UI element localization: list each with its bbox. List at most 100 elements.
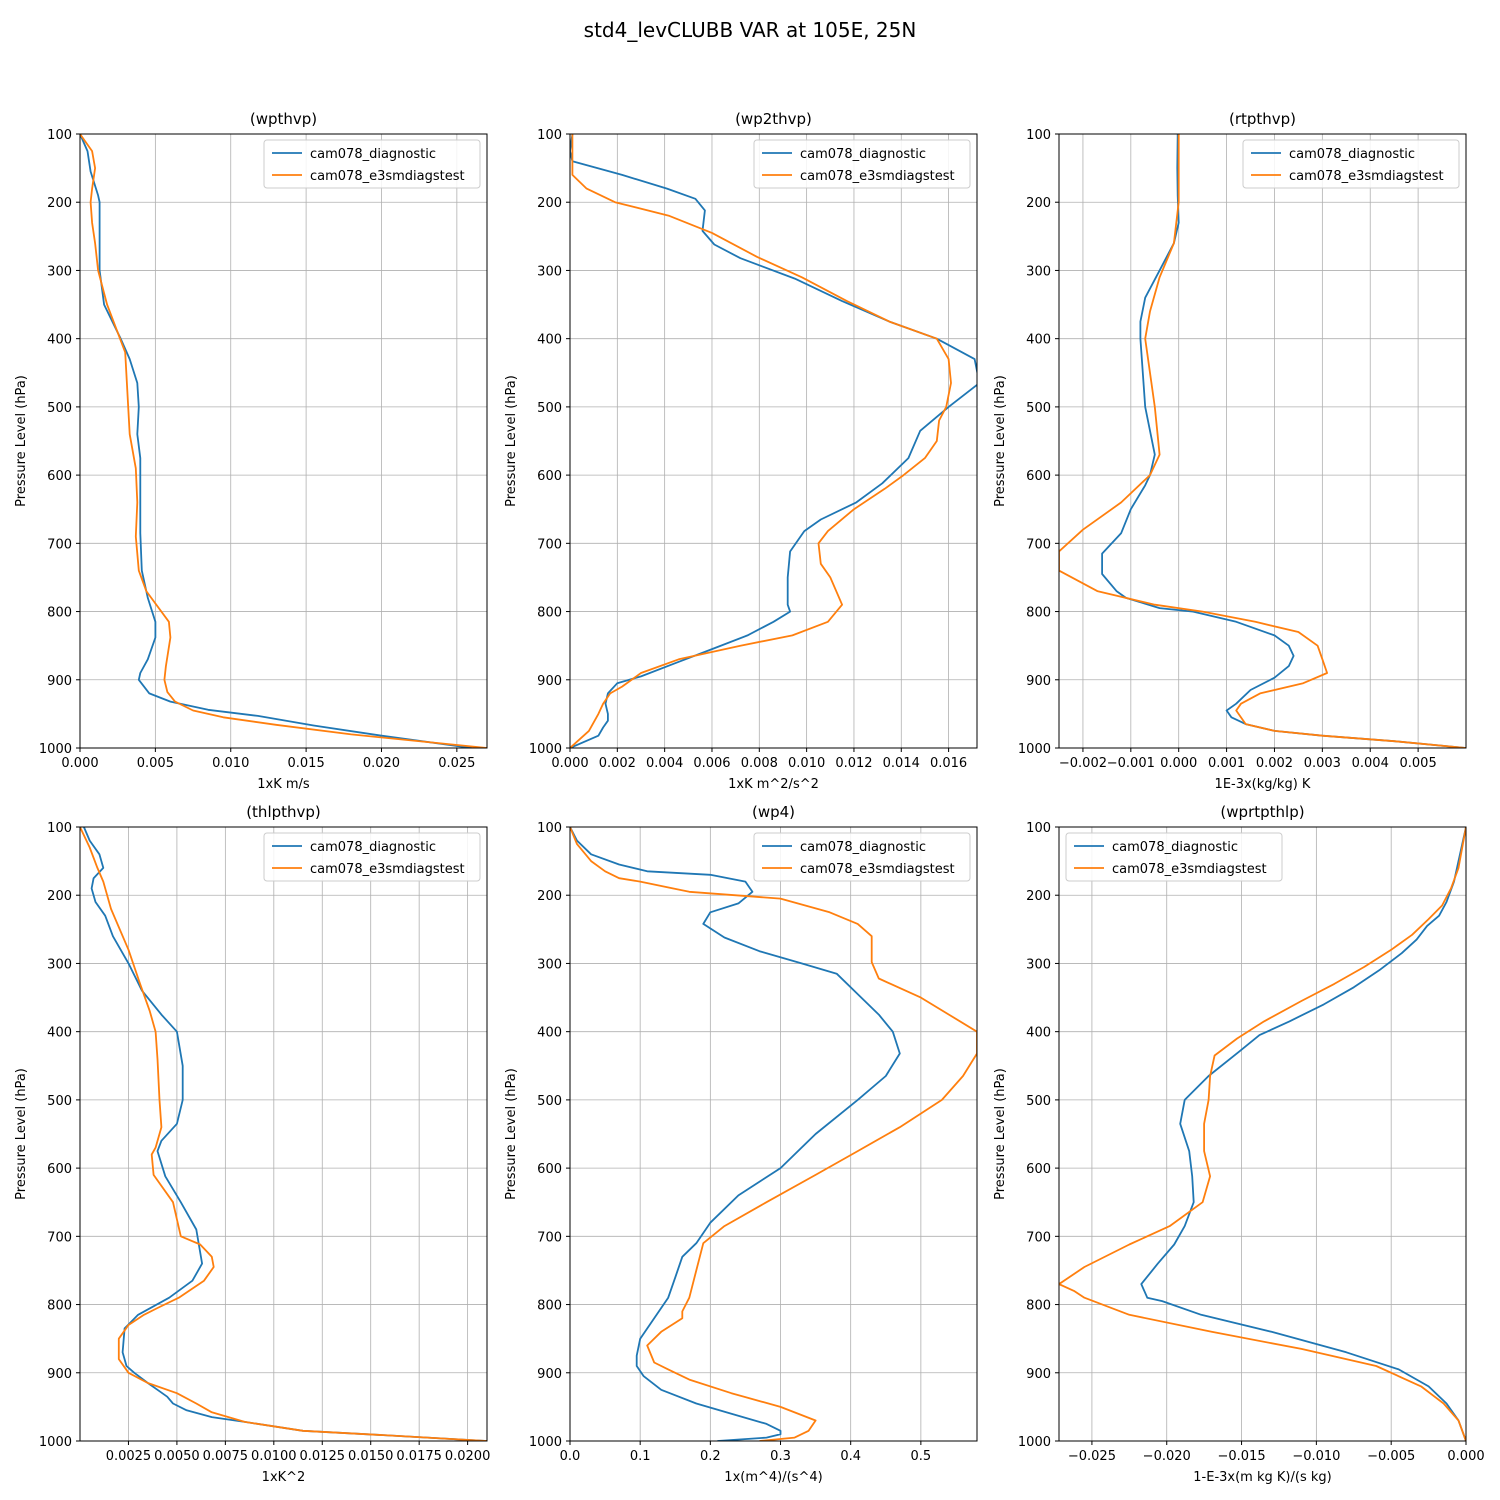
subplot-title: (wp2thvp)	[735, 110, 812, 128]
y-tick-label: 700	[537, 1230, 562, 1245]
y-tick-label: 300	[537, 264, 562, 279]
x-tick-label: −0.025	[1068, 1449, 1116, 1464]
axes-frame	[1058, 133, 1467, 749]
x-tick-label: 0.0025	[106, 1449, 152, 1464]
legend-label-2: cam078_e3smdiagstest	[1289, 169, 1444, 184]
x-axis-label: 1xK m/s	[257, 777, 310, 792]
y-tick-label: 600	[47, 469, 72, 484]
x-tick-label: −0.005	[1367, 1449, 1415, 1464]
legend-box	[1242, 139, 1460, 189]
x-tick-label: 0.004	[1352, 756, 1389, 771]
x-tick-label: 0.0100	[251, 1449, 297, 1464]
y-tick-label: 400	[537, 333, 562, 348]
subplot-1: 0.000 0.005 0.010 0.015 0.020 0.025 100 200 300 4…	[14, 110, 488, 792]
y-tick-label: 900	[537, 674, 562, 689]
x-tick-label: 0.006	[693, 756, 730, 771]
x-tick-label: −0.002	[1059, 756, 1107, 771]
figure-title: std4_levCLUBB VAR at 105E, 25N	[584, 18, 917, 42]
legend-box	[263, 832, 481, 882]
axes-frame	[569, 133, 978, 749]
subplot-title: (wprtpthlp)	[1220, 803, 1304, 821]
y-tick-label: 700	[1026, 1230, 1051, 1245]
x-axis-label: 1x(m^4)/(s^4)	[724, 1470, 822, 1485]
series-line-2	[1059, 827, 1466, 1441]
x-tick-label: 0.4	[840, 1449, 861, 1464]
y-tick-label: 500	[47, 401, 72, 416]
y-tick-label: 300	[47, 264, 72, 279]
x-tick-label: 0.001	[1208, 756, 1245, 771]
y-tick-label: 200	[47, 889, 72, 904]
y-tick-label: 200	[1026, 196, 1051, 211]
y-tick-label: 500	[47, 1094, 72, 1109]
y-tick-label: 100	[537, 821, 562, 836]
y-axis-label: Pressure Level (hPa)	[993, 375, 1008, 507]
x-tick-label: 0.014	[883, 756, 920, 771]
y-tick-label: 100	[1026, 821, 1051, 836]
legend: cam078_diagnostic cam078_e3smdiagstest	[753, 139, 971, 189]
legend-label-1: cam078_diagnostic	[1289, 147, 1415, 162]
y-tick-label: 900	[1026, 674, 1051, 689]
y-tick-label: 800	[47, 606, 72, 621]
y-tick-label: 1000	[529, 1435, 562, 1450]
y-axis-label: Pressure Level (hPa)	[504, 1068, 519, 1200]
y-tick-label: 400	[47, 333, 72, 348]
x-tick-label: 0.0125	[300, 1449, 346, 1464]
legend: cam078_diagnostic cam078_e3smdiagstest	[263, 139, 481, 189]
subplot-5: 0.0 0.1 0.2 0.3 0.4 0.5 100 200 300 400 500 600 700 8…	[504, 803, 978, 1485]
subplot-3: −0.002 −0.001 0.000 0.001 0.002 0.003 0.004 0.0…	[993, 110, 1467, 792]
axes-frame	[79, 133, 488, 749]
subplot-4: 0.0025 0.0050 0.0075 0.0100 0.0125 0.0150 0.01…	[14, 803, 490, 1485]
y-tick-label: 900	[537, 1367, 562, 1382]
legend: cam078_diagnostic cam078_e3smdiagstest	[1065, 832, 1283, 882]
series-line-1	[80, 134, 473, 748]
y-tick-label: 300	[537, 957, 562, 972]
y-tick-label: 1000	[39, 1435, 72, 1450]
x-tick-label: 0.003	[1304, 756, 1341, 771]
y-tick-label: 300	[1026, 264, 1051, 279]
legend-box	[1065, 832, 1283, 882]
x-tick-label: 0.025	[438, 756, 475, 771]
x-tick-label: 0.2	[700, 1449, 721, 1464]
legend-box	[263, 139, 481, 189]
subplot-title: (wp4)	[752, 803, 795, 821]
series-line-1	[1140, 827, 1466, 1441]
x-axis-label: 1xK^2	[262, 1470, 306, 1485]
legend: cam078_diagnostic cam078_e3smdiagstest	[1242, 139, 1460, 189]
x-tick-label: 0.000	[61, 756, 98, 771]
y-tick-label: 800	[1026, 606, 1051, 621]
legend-label-1: cam078_diagnostic	[310, 840, 436, 855]
subplot-title: (thlpthvp)	[246, 803, 321, 821]
y-tick-label: 100	[47, 821, 72, 836]
y-tick-label: 500	[537, 401, 562, 416]
subplot-grid: 0.000 0.005 0.010 0.015 0.020 0.025 100 200 300 4…	[14, 110, 1485, 1485]
legend-label-1: cam078_diagnostic	[1112, 840, 1238, 855]
y-tick-label: 400	[47, 1026, 72, 1041]
x-tick-label: −0.010	[1292, 1449, 1340, 1464]
y-tick-label: 500	[537, 1094, 562, 1109]
y-tick-label: 400	[1026, 1026, 1051, 1041]
y-tick-label: 200	[537, 889, 562, 904]
legend-label-2: cam078_e3smdiagstest	[800, 862, 955, 877]
y-tick-label: 100	[47, 128, 72, 143]
x-tick-label: 0.0150	[348, 1449, 394, 1464]
x-tick-label: −0.020	[1143, 1449, 1191, 1464]
axes-frame	[1058, 826, 1467, 1442]
y-tick-label: 700	[47, 537, 72, 552]
series-line-1	[83, 827, 487, 1441]
series-line-2	[80, 134, 487, 748]
y-axis-label: Pressure Level (hPa)	[14, 1068, 29, 1200]
x-tick-label: 0.012	[835, 756, 872, 771]
x-tick-label: 0.000	[1160, 756, 1197, 771]
legend-label-2: cam078_e3smdiagstest	[1112, 862, 1267, 877]
x-axis-label: 1-E-3x(m kg K)/(s kg)	[1193, 1470, 1331, 1485]
x-axis-label: 1xK m^2/s^2	[728, 777, 819, 792]
legend-label-1: cam078_diagnostic	[800, 147, 926, 162]
y-tick-label: 400	[537, 1026, 562, 1041]
x-tick-label: 0.5	[911, 1449, 932, 1464]
x-tick-label: 0.0075	[203, 1449, 249, 1464]
legend: cam078_diagnostic cam078_e3smdiagstest	[753, 832, 971, 882]
subplot-title: (wpthvp)	[250, 110, 317, 128]
series-line-1	[570, 134, 977, 748]
